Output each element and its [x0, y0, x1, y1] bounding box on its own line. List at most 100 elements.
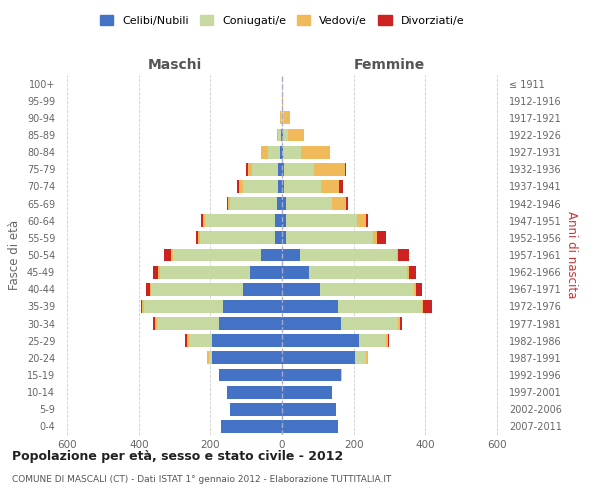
Bar	[309, 266, 407, 278]
Text: COMUNE DI MASCALI (CT) - Dati ISTAT 1° gennaio 2012 - Elaborazione TUTTITALIA.IT: COMUNE DI MASCALI (CT) - Dati ISTAT 1° g…	[12, 475, 391, 484]
Bar	[281, 128, 282, 141]
Bar	[275, 232, 282, 244]
Bar	[314, 163, 344, 175]
Bar	[282, 197, 286, 210]
Bar	[246, 163, 248, 175]
Bar	[398, 248, 409, 262]
Bar	[301, 146, 329, 158]
Bar	[300, 248, 397, 262]
Bar	[242, 180, 278, 193]
Bar	[260, 248, 282, 262]
Bar	[218, 368, 220, 382]
Bar	[212, 334, 282, 347]
Bar	[355, 352, 366, 364]
Bar	[220, 368, 282, 382]
Bar	[415, 283, 416, 296]
Bar	[357, 214, 366, 227]
Text: Popolazione per età, sesso e stato civile - 2012: Popolazione per età, sesso e stato civil…	[12, 450, 343, 463]
Bar	[157, 317, 220, 330]
Bar	[286, 232, 373, 244]
Bar	[242, 283, 282, 296]
Bar	[283, 128, 288, 141]
Bar	[282, 352, 355, 364]
Bar	[282, 403, 336, 415]
Bar	[282, 214, 286, 227]
Bar	[164, 248, 171, 262]
Bar	[171, 248, 173, 262]
Bar	[344, 163, 346, 175]
Bar	[388, 334, 389, 347]
Bar	[359, 334, 386, 347]
Bar	[341, 317, 398, 330]
Bar	[227, 197, 228, 210]
Bar	[149, 283, 151, 296]
Bar	[282, 248, 300, 262]
Bar	[280, 146, 282, 158]
Bar	[282, 128, 283, 141]
Bar	[282, 334, 359, 347]
Bar	[198, 232, 200, 244]
Bar	[155, 317, 157, 330]
Bar	[212, 352, 282, 364]
Bar	[221, 420, 282, 433]
Bar	[332, 197, 346, 210]
Bar	[140, 300, 142, 313]
Bar	[337, 300, 422, 313]
Text: Maschi: Maschi	[148, 58, 202, 71]
Bar	[280, 112, 281, 124]
Bar	[282, 180, 284, 193]
Bar	[339, 180, 343, 193]
Bar	[277, 197, 282, 210]
Y-axis label: Anni di nascita: Anni di nascita	[565, 212, 578, 298]
Bar	[422, 300, 424, 313]
Bar	[227, 386, 282, 398]
Bar	[230, 403, 282, 415]
Bar	[341, 368, 342, 382]
Bar	[377, 232, 386, 244]
Bar	[284, 163, 314, 175]
Bar	[268, 146, 280, 158]
Bar	[282, 266, 309, 278]
Bar	[203, 214, 205, 227]
Bar	[251, 163, 278, 175]
Bar	[286, 197, 332, 210]
Bar	[223, 300, 282, 313]
Bar	[228, 197, 230, 210]
Bar	[250, 266, 282, 278]
Text: Femmine: Femmine	[354, 58, 425, 71]
Bar	[153, 266, 158, 278]
Bar	[209, 352, 212, 364]
Bar	[196, 232, 198, 244]
Bar	[282, 146, 283, 158]
Bar	[173, 248, 260, 262]
Bar	[275, 214, 282, 227]
Bar	[282, 317, 341, 330]
Bar	[237, 180, 239, 193]
Bar	[283, 146, 301, 158]
Bar	[220, 317, 282, 330]
Bar	[144, 300, 223, 313]
Bar	[142, 300, 144, 313]
Bar	[158, 266, 160, 278]
Bar	[282, 386, 332, 398]
Bar	[282, 163, 284, 175]
Bar	[278, 180, 282, 193]
Bar	[366, 214, 368, 227]
Bar	[282, 420, 337, 433]
Bar	[282, 283, 320, 296]
Bar	[322, 180, 339, 193]
Bar	[185, 334, 187, 347]
Bar	[288, 128, 304, 141]
Bar	[153, 317, 155, 330]
Bar	[284, 180, 322, 193]
Bar	[277, 128, 278, 141]
Bar	[282, 300, 337, 313]
Bar	[282, 368, 341, 382]
Bar	[424, 300, 433, 313]
Bar	[160, 266, 250, 278]
Bar	[200, 232, 275, 244]
Bar	[284, 112, 290, 124]
Bar	[248, 163, 251, 175]
Bar	[409, 266, 416, 278]
Bar	[278, 163, 282, 175]
